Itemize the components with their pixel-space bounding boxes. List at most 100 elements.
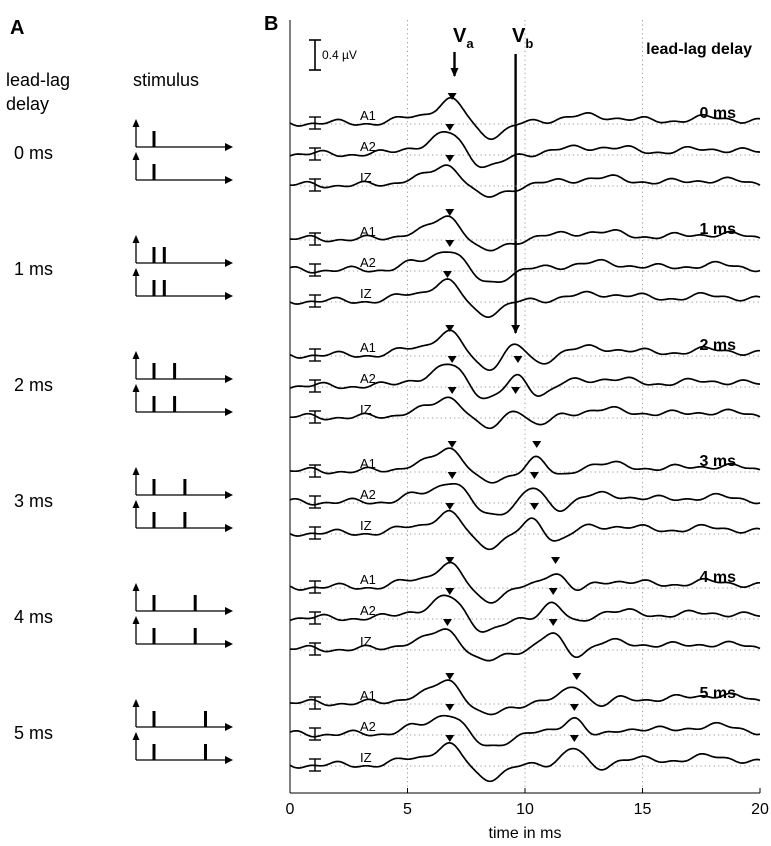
trace-4ms-A2 — [289, 594, 761, 633]
va-peak-marker — [447, 472, 457, 479]
va-peak-marker — [445, 240, 455, 247]
x-tick-label-15: 15 — [634, 801, 652, 818]
time-arrow-icon — [225, 292, 233, 300]
va-peak-marker — [445, 124, 455, 131]
trace-label-A2: A2 — [360, 255, 376, 270]
stimulus-diagram-0ms — [132, 119, 233, 184]
vb-peak-marker — [548, 588, 558, 595]
trace-4ms-IZ — [290, 628, 761, 662]
time-arrow-icon — [225, 756, 233, 764]
time-arrow-icon — [225, 491, 233, 499]
trace-label-A2: A2 — [360, 487, 376, 502]
trace-label-A1: A1 — [360, 688, 376, 703]
trace-group-1ms: 1 ms A1 A2 IZ — [289, 209, 761, 319]
va-peak-marker — [447, 93, 457, 100]
time-arrow-icon — [225, 524, 233, 532]
va-peak-marker — [442, 619, 452, 626]
scale-bar-label: 0.4 µV — [322, 48, 357, 62]
vb-peak-marker — [569, 735, 579, 742]
time-arrow-icon — [225, 143, 233, 151]
vb-peak-marker — [572, 673, 582, 680]
trace-label-A1: A1 — [360, 572, 376, 587]
trace-label-IZ: IZ — [360, 634, 372, 649]
lead-lag-delay-title: lead-lag delay — [646, 41, 752, 58]
trace-group-5ms: 5 ms A1 A2 IZ — [289, 673, 761, 783]
trace-label-A2: A2 — [360, 603, 376, 618]
vb-peak-marker — [529, 472, 539, 479]
va-peak-marker — [445, 325, 455, 332]
delay-label-0ms: 0 ms — [14, 143, 53, 163]
va-peak-marker — [445, 503, 455, 510]
trace-label-IZ: IZ — [360, 286, 372, 301]
trace-1ms-A2 — [289, 251, 761, 283]
panel-a-letter: A — [10, 17, 24, 39]
delay-labels: 0 ms 1 ms 2 ms 3 ms 4 ms 5 ms — [14, 143, 53, 743]
trace-label-A2: A2 — [360, 371, 376, 386]
trace-label-IZ: IZ — [360, 518, 372, 533]
vb-peak-marker — [511, 387, 521, 394]
vb-peak-marker — [511, 325, 521, 332]
trace-2ms-A1 — [289, 329, 760, 372]
stimulus-diagram-5ms — [132, 699, 233, 764]
trace-label-A1: A1 — [360, 224, 376, 239]
va-peak-marker — [445, 673, 455, 680]
amplitude-arrow-icon — [132, 616, 140, 624]
vb-peak-marker — [532, 441, 542, 448]
trace-5ms-IZ — [289, 742, 761, 783]
time-arrow-icon — [225, 640, 233, 648]
delay-label-2ms: 2 ms — [14, 375, 53, 395]
time-arrow-icon — [225, 607, 233, 615]
vb-peak-marker — [513, 356, 523, 363]
time-arrow-icon — [225, 723, 233, 731]
trace-label-IZ: IZ — [360, 750, 372, 765]
time-arrow-icon — [225, 375, 233, 383]
delay-label-1ms: 1 ms — [14, 259, 53, 279]
vb-peak-marker — [551, 557, 561, 564]
vb-peak-marker — [569, 704, 579, 711]
stimulus-diagram-2ms — [132, 351, 233, 416]
amplitude-arrow-icon — [132, 268, 140, 276]
va-peak-marker — [445, 209, 455, 216]
amplitude-arrow-icon — [132, 119, 140, 127]
x-tick-label-20: 20 — [751, 801, 769, 818]
stimulus-diagram-1ms — [132, 235, 233, 300]
trace-0ms-A2 — [289, 131, 760, 169]
va-peak-marker — [445, 735, 455, 742]
trace-label-A1: A1 — [360, 340, 376, 355]
group-label-3ms: 3 ms — [700, 453, 737, 470]
trace-3ms-A1 — [289, 447, 761, 484]
va-peak-marker — [445, 704, 455, 711]
amplitude-arrow-icon — [132, 732, 140, 740]
trace-label-IZ: IZ — [360, 402, 372, 417]
group-label-1ms: 1 ms — [700, 221, 737, 238]
stimulus-diagram-4ms — [132, 583, 233, 648]
stimulus-diagram-3ms — [132, 467, 233, 532]
delay-label-5ms: 5 ms — [14, 723, 53, 743]
va-peak-marker — [445, 155, 455, 162]
amplitude-arrow-icon — [132, 699, 140, 707]
vb-peak-marker — [529, 503, 539, 510]
va-peak-marker — [442, 271, 452, 278]
amplitude-arrow-icon — [132, 467, 140, 475]
time-arrow-icon — [225, 259, 233, 267]
trace-2ms-A2 — [289, 363, 761, 400]
trace-group-3ms: 3 ms A1 A2 IZ — [289, 441, 761, 551]
panel-b-letter: B — [264, 13, 278, 35]
time-arrow-icon — [225, 408, 233, 416]
va-peak-marker — [447, 356, 457, 363]
amplitude-arrow-icon — [132, 583, 140, 591]
grid-lines — [407, 20, 643, 793]
trace-label-IZ: IZ — [360, 170, 372, 185]
amplitude-arrow-icon — [132, 235, 140, 243]
trace-2ms-IZ — [289, 396, 761, 430]
trace-1ms-IZ — [289, 278, 761, 319]
x-ticks: 0 5 10 15 20 — [286, 788, 769, 818]
trace-label-A2: A2 — [360, 719, 376, 734]
stimulus-diagrams — [132, 119, 233, 764]
x-tick-label-10: 10 — [516, 801, 534, 818]
delay-column-header-line2: delay — [6, 94, 49, 114]
